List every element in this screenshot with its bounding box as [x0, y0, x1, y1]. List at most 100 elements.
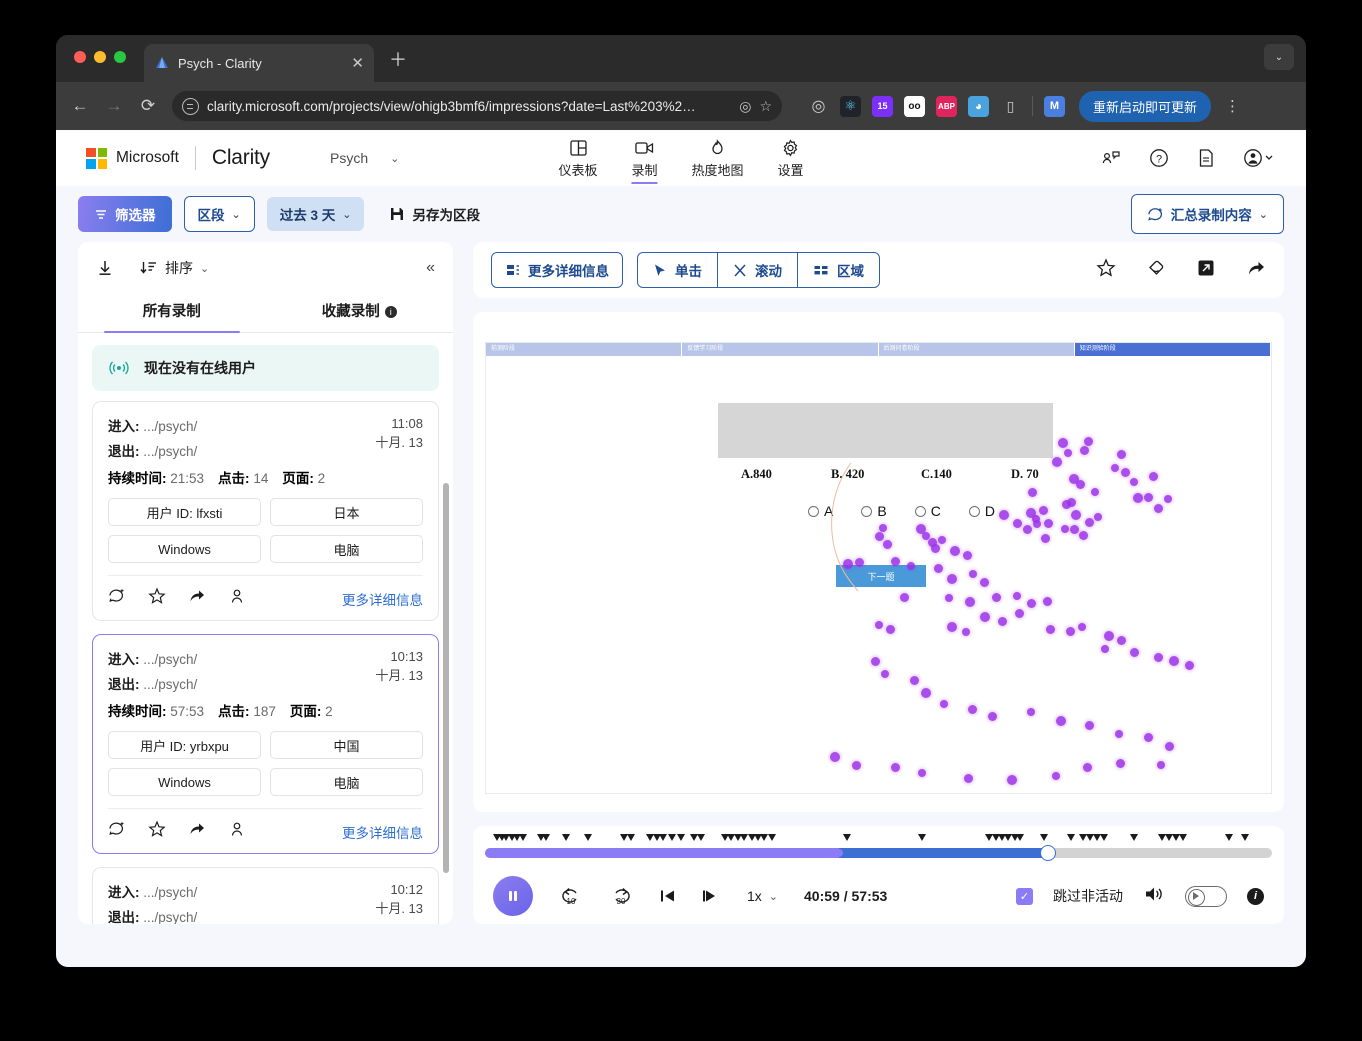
timeline-marker[interactable] [1039, 834, 1048, 841]
timeline-marker[interactable] [626, 834, 635, 841]
timeline-marker[interactable] [1093, 834, 1102, 841]
timeline-marker[interactable] [507, 834, 516, 841]
quiz-radio-b[interactable]: B [861, 503, 887, 519]
project-selector[interactable]: Psych ⌄ [330, 150, 399, 166]
timeline-marker[interactable] [689, 834, 698, 841]
timeline-marker[interactable] [1010, 834, 1019, 841]
nav-item-settings[interactable]: 设置 [778, 138, 804, 188]
timeline-marker[interactable] [1130, 834, 1139, 841]
timeline-marker[interactable] [984, 834, 993, 841]
timeline-marker[interactable] [1157, 834, 1166, 841]
timeline-marker[interactable] [1172, 834, 1181, 841]
timeline-segment-marker[interactable] [835, 849, 844, 857]
wallet-extension-icon[interactable]: M [1044, 95, 1065, 117]
mode-area[interactable]: 区域 [798, 253, 879, 287]
help-icon[interactable]: ? [1148, 147, 1170, 169]
playback-speed-button[interactable]: 1x ⌄ [747, 888, 778, 904]
timeline-marker[interactable] [584, 834, 593, 841]
next-question-button[interactable]: 下一题 [836, 565, 926, 587]
volume-icon[interactable] [1143, 884, 1165, 909]
timeline-marker[interactable] [697, 834, 706, 841]
summarize-recordings-button[interactable]: 汇总录制内容 ⌄ [1130, 194, 1284, 234]
window-menu-button[interactable]: ⌄ [1264, 44, 1294, 70]
timeline-marker[interactable] [1067, 834, 1076, 841]
phase-tab-posttest-survey[interactable]: 后测问卷阶段 [878, 343, 1075, 356]
user-icon[interactable] [228, 820, 246, 843]
minimize-window-button[interactable] [94, 51, 106, 63]
badge-extension-icon[interactable]: 15 [872, 95, 893, 117]
recording-card[interactable]: 进入: .../psych/ 退出: .../psych/ 10:12 十月. … [92, 867, 439, 924]
timeline-marker[interactable] [843, 834, 852, 841]
share-icon[interactable] [1246, 258, 1266, 283]
quiz-radio-d[interactable]: D [968, 503, 995, 519]
timeline-marker[interactable] [492, 834, 501, 841]
back-button[interactable]: ← [71, 96, 89, 115]
previous-event-button[interactable] [659, 887, 677, 905]
timeline-marker[interactable] [518, 834, 527, 841]
timeline-marker[interactable] [1240, 834, 1249, 841]
close-tab-button[interactable]: ✕ [351, 55, 364, 72]
timeline-marker[interactable] [497, 834, 506, 841]
quiz-radio-a[interactable]: A [808, 503, 833, 519]
timeline-marker[interactable] [727, 834, 736, 841]
timeline-marker[interactable] [733, 834, 742, 841]
document-icon[interactable] [1196, 147, 1216, 169]
mode-scroll[interactable]: 滚动 [718, 253, 798, 287]
timeline-marker[interactable] [513, 834, 522, 841]
timeline-marker[interactable] [1016, 834, 1025, 841]
download-icon[interactable] [96, 259, 114, 277]
segment-button[interactable]: 区段 ⌄ [183, 196, 255, 232]
timeline-marker[interactable] [1100, 834, 1109, 841]
nav-item-dashboard[interactable]: 仪表板 [558, 138, 597, 188]
timeline-marker[interactable] [502, 834, 511, 841]
timeline-track[interactable] [485, 845, 1272, 861]
timeline-marker[interactable] [1086, 834, 1095, 841]
quiz-radio-c[interactable]: C [914, 503, 941, 519]
nav-item-heatmaps[interactable]: 热度地图 [692, 138, 744, 188]
timeline-marker[interactable] [1179, 834, 1188, 841]
timeline-marker[interactable] [917, 834, 926, 841]
bookmark-star-icon[interactable]: ☆ [759, 97, 772, 114]
summarize-icon[interactable] [108, 820, 126, 843]
timeline-marker[interactable] [646, 834, 655, 841]
autoplay-toggle[interactable] [1185, 885, 1227, 907]
forward-button[interactable]: → [105, 96, 123, 115]
timeline-marker[interactable] [1079, 834, 1088, 841]
browser-menu-kebab-icon[interactable]: ⋮ [1225, 97, 1241, 115]
timeline-marker[interactable] [667, 834, 676, 841]
player-info-icon[interactable]: i [1247, 887, 1264, 905]
open-popout-icon[interactable] [1196, 258, 1216, 283]
close-window-button[interactable] [74, 51, 86, 63]
color-picker-extension-icon[interactable]: ◕ [968, 95, 989, 117]
relaunch-to-update-button[interactable]: 重新启动即可更新 [1079, 90, 1212, 122]
rewind-10-button[interactable]: 10 [559, 884, 583, 908]
timeline-marker[interactable] [754, 834, 763, 841]
timeline-marker[interactable] [677, 834, 686, 841]
timeline-marker[interactable] [747, 834, 756, 841]
timeline-marker[interactable] [536, 834, 545, 841]
more-details-link[interactable]: 更多详细信息 [342, 592, 423, 608]
window-traffic-lights[interactable] [74, 51, 126, 63]
timeline-marker[interactable] [562, 834, 571, 841]
address-bar[interactable]: clarity.microsoft.com/projects/view/ohig… [172, 91, 782, 121]
account-icon[interactable] [1242, 147, 1276, 169]
tag-icon[interactable] [1146, 258, 1166, 283]
timeline-marker[interactable] [620, 834, 629, 841]
video-recorder-extension-icon[interactable]: oo [904, 95, 925, 117]
next-event-button[interactable] [703, 887, 721, 905]
phase-tab-knowledge-quiz[interactable]: 知识测验阶段 [1074, 343, 1271, 356]
maximize-window-button[interactable] [114, 51, 126, 63]
filters-button[interactable]: 筛选器 [78, 196, 172, 232]
radio-icon[interactable] [914, 505, 926, 517]
summarize-icon[interactable] [108, 587, 126, 610]
date-range-button[interactable]: 过去 3 天 ⌄ [266, 197, 365, 231]
new-tab-button[interactable]: ＋ [389, 50, 407, 70]
timeline-scrubber-handle[interactable] [1039, 845, 1056, 861]
timeline-marker[interactable] [1164, 834, 1173, 841]
reload-button[interactable]: ⟳ [140, 96, 156, 115]
timeline-marker[interactable] [652, 834, 661, 841]
recordings-list[interactable]: 进入: .../psych/ 退出: .../psych/ 11:08 十月. … [78, 391, 453, 924]
timeline-marker[interactable] [542, 834, 551, 841]
browser-tab[interactable]: Psych - Clarity ✕ [144, 44, 374, 82]
skip-inactivity-checkbox[interactable]: ✓ [1016, 887, 1033, 905]
